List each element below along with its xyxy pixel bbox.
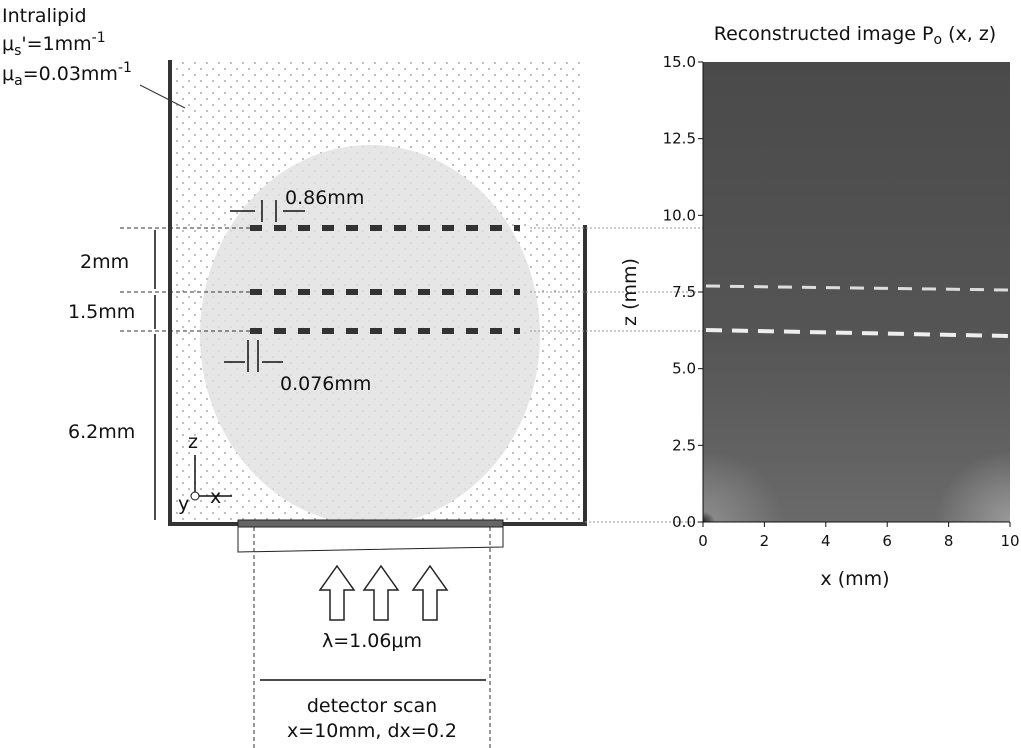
- sample-diagram: Intralipid μs'=1mm-1 μa=0.03mm-1 0.86mm …: [2, 5, 703, 748]
- guides: [120, 227, 491, 748]
- link-lines: [530, 227, 703, 523]
- plot-title: Reconstructed image Po (x, z): [714, 23, 996, 48]
- x-tick-label: 8: [944, 532, 954, 550]
- mus: μs'=1mm-1: [2, 30, 106, 59]
- image: [860, 380, 1010, 522]
- gap-label: 0.86mm: [285, 187, 364, 209]
- y-tick-label: 2.5: [672, 436, 696, 454]
- y-label: z (mm): [619, 258, 641, 326]
- axis-label: z: [188, 431, 198, 453]
- width-label: 0.076mm: [280, 373, 371, 395]
- axis-label: x: [210, 486, 221, 508]
- axis-label: y: [178, 493, 189, 515]
- y-tick-label: 7.5: [672, 283, 696, 301]
- x-tick-label: 6: [882, 532, 892, 550]
- dim-label: 1.5mm: [68, 301, 135, 323]
- laser-arrows: [318, 564, 449, 621]
- y-tick-label: 10.0: [663, 206, 696, 224]
- image-feature: [705, 284, 1009, 292]
- x-tick-label: 2: [760, 532, 770, 550]
- y-tick-label: 12.5: [663, 130, 696, 148]
- scan-label: detector scan: [307, 695, 437, 717]
- dim-label: 2mm: [80, 251, 129, 273]
- y-tick-label: 15.0: [663, 53, 696, 71]
- dim-lines: [154, 200, 486, 681]
- image-panel: Reconstructed image Po (x, z) x (mm) z (…: [619, 23, 1020, 590]
- y-tick-label: 5.0: [672, 360, 696, 378]
- scan-params: x=10mm, dx=0.2: [287, 720, 457, 742]
- detector-holder: [237, 527, 504, 553]
- y-tick-label: 0.0: [672, 513, 696, 531]
- laser-label: λ=1.06μm: [322, 630, 422, 652]
- image: [703, 380, 863, 522]
- medium-name: Intralipid: [2, 5, 87, 27]
- x-tick-label: 0: [698, 532, 708, 550]
- mua: μa=0.03mm-1: [2, 60, 132, 89]
- leader: [139, 84, 186, 109]
- detector: [237, 519, 504, 528]
- axis-origin: [190, 491, 200, 501]
- absorbers: [250, 225, 520, 334]
- dim-label: 6.2mm: [68, 421, 135, 443]
- x-tick-label: 10: [1000, 532, 1019, 550]
- illumination: [200, 145, 540, 525]
- x-tick-label: 4: [821, 532, 831, 550]
- x-label: x (mm): [820, 568, 889, 590]
